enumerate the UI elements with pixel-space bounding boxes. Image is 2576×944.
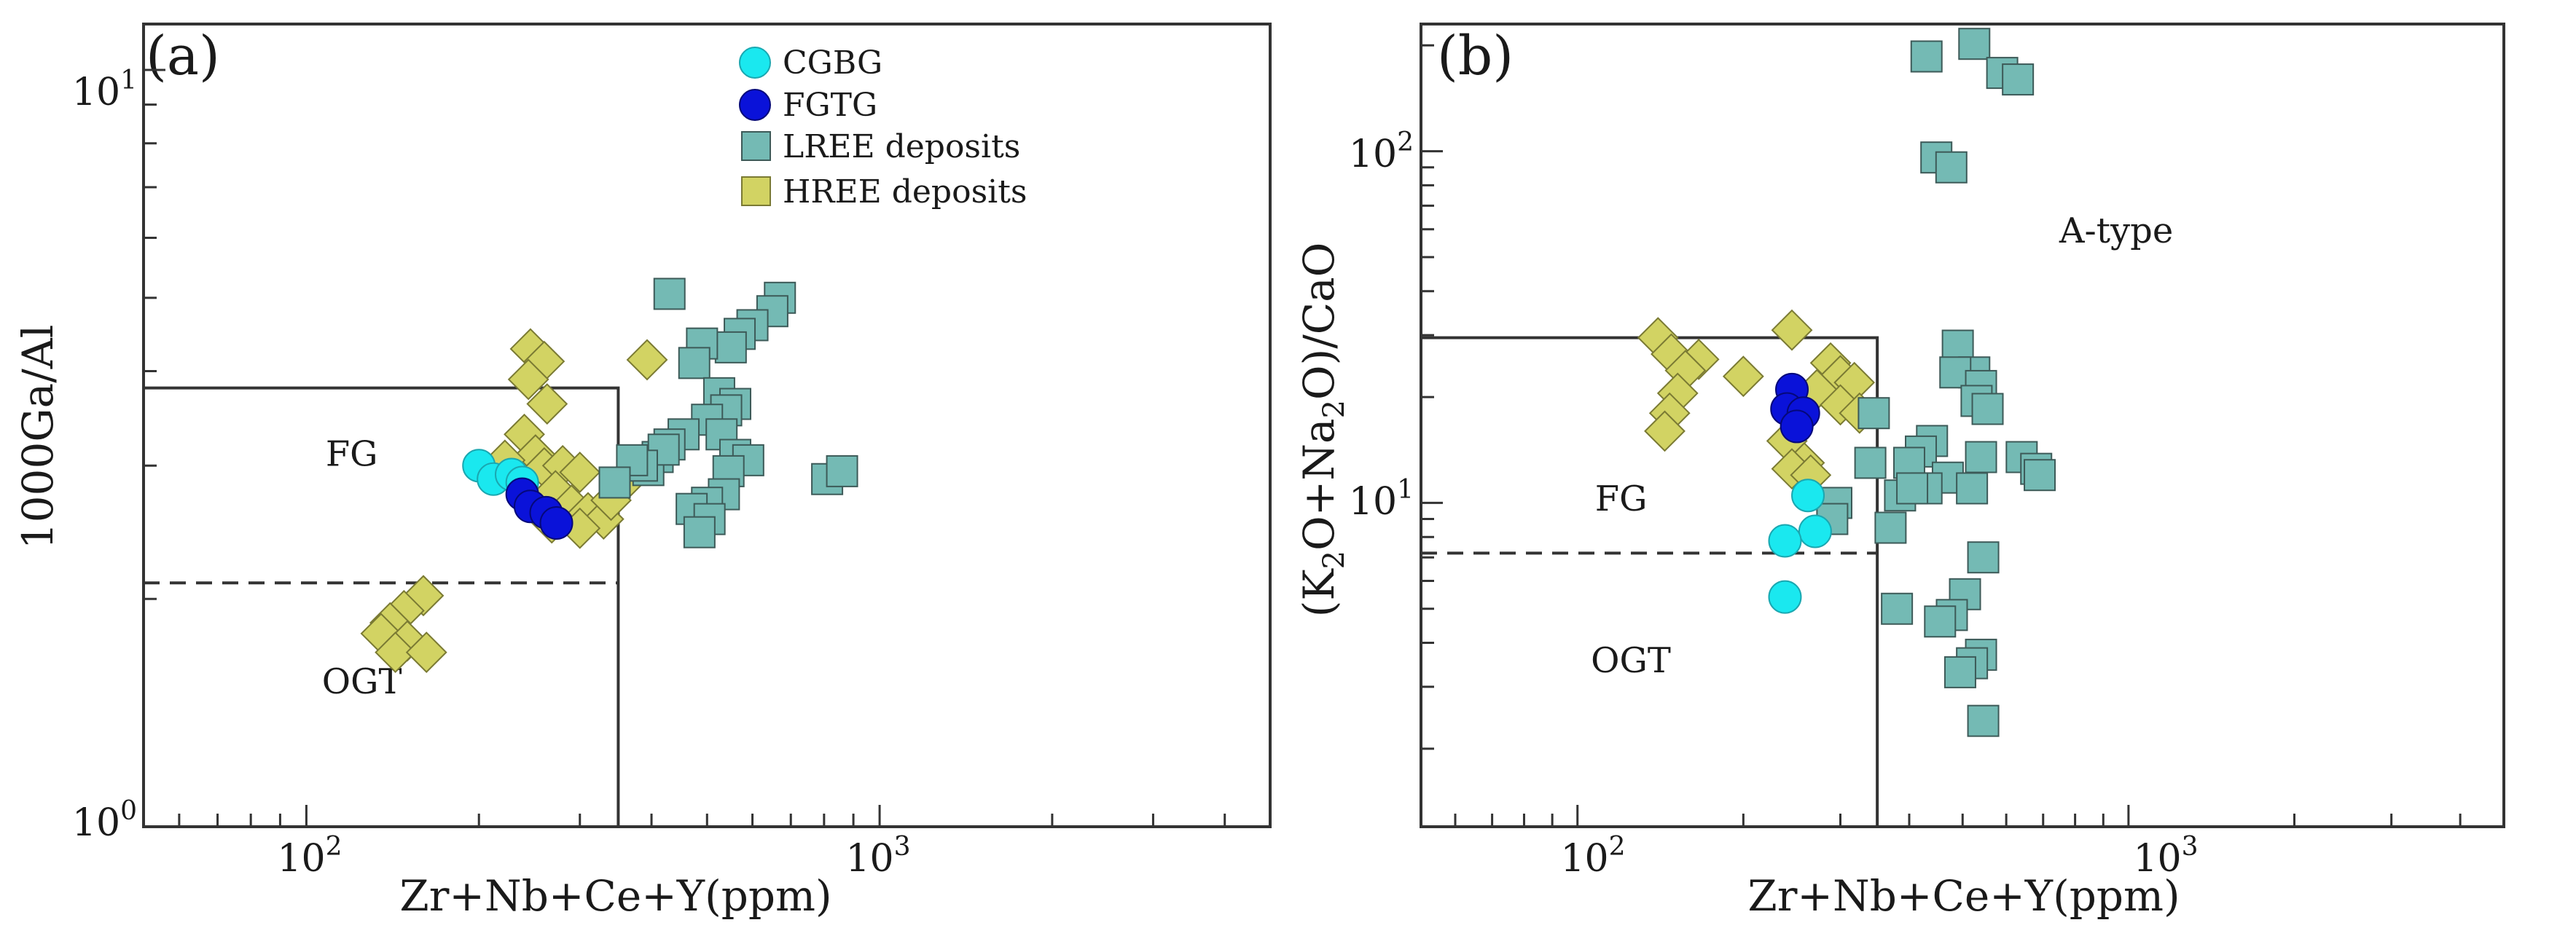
- panel-b-field-label-fg: FG: [1595, 479, 1648, 519]
- panel-b-point-lree-deposits: [1967, 704, 2000, 737]
- panel-a-y-axis-title: 1000Ga/Al: [13, 325, 63, 550]
- panel-b-point-cgbg: [1768, 524, 1802, 558]
- panel-a-data-points: [360, 278, 858, 673]
- panel-a-point-hree-deposits: [526, 383, 568, 425]
- panel-a-x-tick-100: 102: [277, 832, 342, 881]
- panel-b-boundary-solid-0: [1421, 336, 1879, 827]
- legend: CGBG FGTG LREE deposits HREE deposits: [739, 44, 1027, 211]
- panel-b-ticks: [1421, 44, 2462, 827]
- panel-b-field-label-a-type: A-type: [2059, 211, 2173, 251]
- panel-b-x-axis-title: Zr+Nb+Ce+Y(ppm): [1747, 871, 2180, 921]
- panel-a-x-tick-1000: 103: [845, 832, 910, 881]
- panel-b-frame: [1420, 23, 2505, 828]
- panel-b-point-lree-deposits: [1943, 656, 1976, 688]
- legend-label-cgbg: CGBG: [783, 44, 882, 82]
- panel-b-point-lree-deposits: [1965, 441, 1997, 473]
- panel-a-point-lree-deposits: [683, 516, 716, 548]
- panel-a-field-label-ogt: OGT: [322, 661, 402, 702]
- legend-label-fgtg: FGTG: [783, 87, 877, 124]
- panel-a-y-tick-10: 101: [72, 66, 137, 114]
- panel-b-point-lree-deposits: [1941, 329, 1974, 362]
- legend-marker-fgtg: [739, 89, 771, 121]
- panel-b-y-tick-100: 102: [1349, 127, 1414, 176]
- panel-b-point-lree-deposits: [1935, 151, 1968, 184]
- legend-label-hree: HREE deposits: [783, 173, 1027, 211]
- panel-a-boundary-solid-0: [144, 386, 620, 827]
- panel-b-field-label-ogt: OGT: [1591, 640, 1671, 681]
- panel-a-point-hree-deposits: [375, 632, 417, 673]
- panel-b-point-lree-deposits: [1971, 393, 2004, 425]
- panel-b-x-tick-100: 102: [1560, 832, 1625, 881]
- legend-marker-hree: [741, 176, 771, 206]
- panel-a: (a) FG OGT CGBG FGTG LREE deposits HREE d…: [13, 23, 1272, 921]
- panel-a-point-lree-deposits: [616, 444, 649, 476]
- legend-marker-lree: [741, 131, 771, 161]
- panel-a-field-labels: FG OGT: [322, 433, 402, 702]
- panel-b-field-labels: FG OGT A-type: [1591, 211, 2173, 681]
- panel-a-point-lree-deposits: [647, 433, 680, 466]
- panel-a-point-lree-deposits: [678, 347, 710, 379]
- panel-b-x-tick-1000: 103: [2133, 832, 2198, 881]
- panel-b-point-lree-deposits: [1958, 28, 1991, 60]
- panel-b-data-points: [1637, 28, 2056, 737]
- panel-b-point-lree-deposits: [1857, 397, 1890, 430]
- legend-marker-cgbg: [739, 47, 771, 79]
- panel-a-point-hree-deposits: [626, 339, 668, 381]
- panel-a-label: (a): [146, 25, 220, 87]
- panel-b-point-lree-deposits: [1874, 511, 1907, 544]
- panel-b-point-lree-deposits: [1967, 541, 2000, 574]
- panel-a-point-fgtg: [539, 506, 573, 540]
- panel-b-point-fgtg: [1780, 409, 1814, 444]
- panel-a-point-lree-deposits: [714, 331, 747, 363]
- panel-b: (b) FG OGT A-type 102 103 101 102 Zr+Nb+Ce…: [1294, 23, 2505, 921]
- panel-a-point-lree-deposits: [826, 455, 858, 487]
- panel-b-point-lree-deposits: [1896, 472, 1929, 505]
- panel-b-point-hree-deposits: [1771, 309, 1813, 351]
- panel-b-point-hree-deposits: [1644, 410, 1686, 452]
- panel-a-point-hree-deposits: [405, 632, 447, 673]
- panel-b-point-cgbg: [1791, 479, 1825, 513]
- panel-b-point-lree-deposits: [1956, 472, 1989, 505]
- panel-b-y-tick-10: 101: [1349, 475, 1414, 524]
- panel-b-point-lree-deposits: [2002, 63, 2035, 96]
- panel-a-frame: [142, 23, 1272, 828]
- panel-a-point-hree-deposits: [559, 452, 601, 493]
- panel-b-point-lree-deposits: [1854, 447, 1887, 479]
- panel-b-point-lree-deposits: [2024, 459, 2056, 492]
- panel-b-point-lree-deposits: [1881, 592, 1914, 625]
- panel-b-point-lree-deposits: [1924, 605, 1957, 638]
- panel-a-point-hree-deposits: [507, 358, 549, 401]
- panel-a-point-lree-deposits: [598, 466, 631, 499]
- panel-a-field-boundaries: [144, 386, 620, 827]
- panel-b-point-cgbg: [1798, 514, 1832, 548]
- panel-b-field-boundaries: [1421, 336, 1879, 827]
- panel-b-point-hree-deposits: [1722, 355, 1764, 398]
- legend-label-lree: LREE deposits: [783, 128, 1020, 165]
- panel-b-y-axis-title: (K2O+Na2O)/CaO: [1294, 243, 1351, 618]
- panel-a-point-lree-deposits: [653, 278, 686, 310]
- panel-b-point-lree-deposits: [1910, 40, 1943, 73]
- panel-b-point-cgbg: [1768, 580, 1802, 614]
- panel-a-y-tick-1: 100: [72, 796, 137, 845]
- panel-a-field-label-fg: FG: [326, 433, 378, 474]
- panel-b-label: (b): [1437, 25, 1514, 87]
- panel-a-x-axis-title: Zr+Nb+Ce+Y(ppm): [399, 871, 831, 921]
